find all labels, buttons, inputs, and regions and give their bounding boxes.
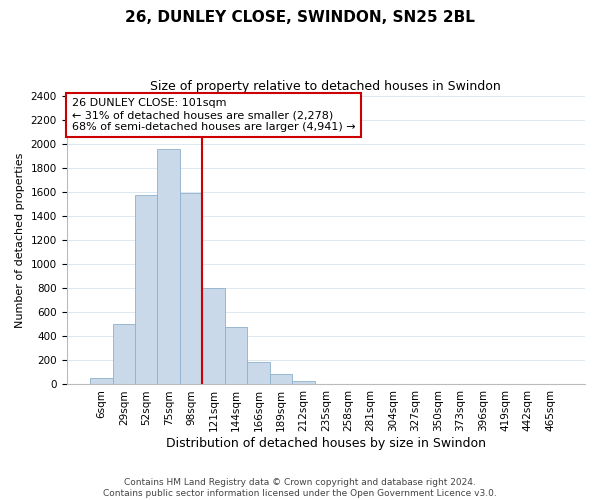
X-axis label: Distribution of detached houses by size in Swindon: Distribution of detached houses by size … [166, 437, 486, 450]
Bar [202, 288, 225, 384]
Bar [292, 381, 314, 384]
Bar [269, 374, 292, 384]
Bar [180, 193, 202, 384]
Bar [225, 328, 247, 384]
Bar [113, 324, 135, 384]
Bar [135, 195, 157, 384]
Bar [157, 148, 180, 384]
Text: 26 DUNLEY CLOSE: 101sqm
← 31% of detached houses are smaller (2,278)
68% of semi: 26 DUNLEY CLOSE: 101sqm ← 31% of detache… [72, 98, 355, 132]
Bar [90, 378, 113, 384]
Text: 26, DUNLEY CLOSE, SWINDON, SN25 2BL: 26, DUNLEY CLOSE, SWINDON, SN25 2BL [125, 10, 475, 25]
Text: Contains HM Land Registry data © Crown copyright and database right 2024.
Contai: Contains HM Land Registry data © Crown c… [103, 478, 497, 498]
Title: Size of property relative to detached houses in Swindon: Size of property relative to detached ho… [151, 80, 501, 93]
Bar [247, 362, 269, 384]
Y-axis label: Number of detached properties: Number of detached properties [15, 152, 25, 328]
